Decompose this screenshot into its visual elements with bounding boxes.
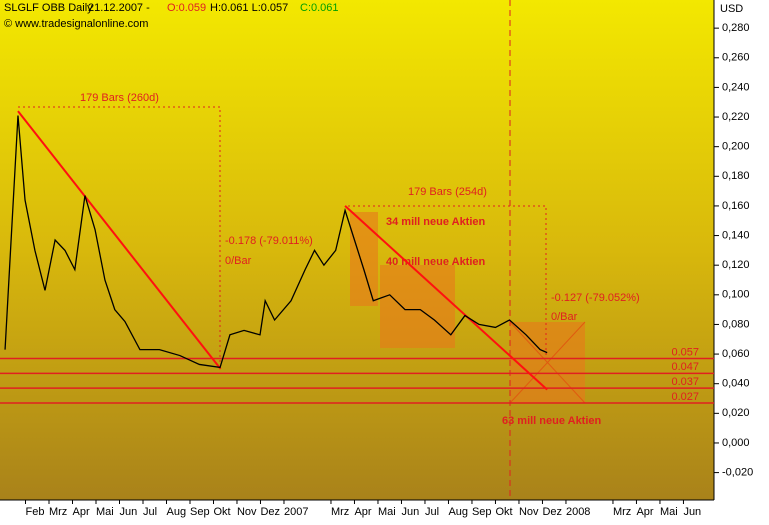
y-tick-label: 0,260 (722, 52, 750, 64)
trend-line (344, 205, 548, 391)
shaded-box (380, 265, 455, 348)
annotation: -0.127 (-79.052%) (551, 292, 640, 304)
header-symbol: SLGLF OBB Daily (4, 2, 93, 14)
level-label: 0.027 (671, 391, 699, 403)
y-tick-label: -0,020 (722, 466, 753, 478)
y-tick-label: 0,080 (722, 318, 750, 330)
header-close: C:0.061 (300, 2, 339, 14)
x-tick-label: Jul (143, 506, 157, 518)
annotation: 179 Bars (254d) (408, 186, 487, 198)
level-label: 0.057 (671, 346, 699, 358)
level-label: 0.037 (671, 376, 699, 388)
y-tick-label: 0,040 (722, 378, 750, 390)
level-label: 0.047 (671, 361, 699, 373)
y-tick-label: 0,200 (722, 141, 750, 153)
x-tick-label: Mrz (49, 506, 67, 518)
y-tick-label: 0,140 (722, 229, 750, 241)
y-tick-label: 0,120 (722, 259, 750, 271)
x-tick-label: 2008 (566, 506, 590, 518)
y-tick-label: 0,100 (722, 289, 750, 301)
shaded-box (350, 212, 378, 306)
annotation: 34 mill neue Aktien (386, 216, 486, 228)
x-tick-label: Okt (213, 506, 230, 518)
x-tick-label: Jun (401, 506, 419, 518)
y-tick-label: 0,280 (722, 22, 750, 34)
x-tick-label: Mrz (331, 506, 349, 518)
x-tick-label: Nov (237, 506, 257, 518)
header-hl: H:0.061 L:0.057 (210, 2, 288, 14)
x-tick-label: Dez (260, 506, 280, 518)
annotation: 0/Bar (225, 255, 252, 267)
source: © www.tradesignalonline.com (4, 18, 148, 30)
measure-box (18, 106, 221, 365)
y-axis-label: USD (720, 3, 743, 15)
y-tick-label: 0,160 (722, 200, 750, 212)
x-tick-label: Jun (683, 506, 701, 518)
x-tick-label: Mai (660, 506, 678, 518)
x-tick-label: Nov (519, 506, 539, 518)
x-tick-label: Mrz (613, 506, 631, 518)
x-tick-label: Okt (495, 506, 512, 518)
measure-box (348, 205, 547, 356)
x-tick-label: Jul (425, 506, 439, 518)
y-tick-label: 0,020 (722, 407, 750, 419)
annotation: 0/Bar (551, 311, 578, 323)
x-tick-label: Feb (25, 506, 44, 518)
annotation: -0.178 (-79.011%) (225, 235, 313, 247)
x-tick-label: Sep (472, 506, 492, 518)
x-tick-label: Jun (119, 506, 137, 518)
price-line (4, 115, 548, 369)
x-tick-label: Aug (166, 506, 186, 518)
y-tick-label: 0,180 (722, 170, 750, 182)
x-tick-label: Apr (72, 506, 89, 518)
y-tick-label: 0,240 (722, 81, 750, 93)
header-date: 21.12.2007 - (88, 2, 150, 14)
x-tick-label: Sep (190, 506, 210, 518)
header-open: O:0.059 (167, 2, 206, 14)
x-tick-label: 2007 (284, 506, 308, 518)
x-tick-label: Mai (96, 506, 114, 518)
trend-line (17, 110, 222, 370)
x-tick-label: Mai (378, 506, 396, 518)
x-tick-label: Dez (542, 506, 562, 518)
x-tick-label: Apr (354, 506, 371, 518)
x-tick-label: Aug (448, 506, 468, 518)
annotation: 63 mill neue Aktien (502, 415, 602, 427)
x-tick-label: Apr (636, 506, 653, 518)
box-diagonal (509, 321, 586, 404)
annotation: 179 Bars (260d) (80, 92, 159, 104)
y-tick-label: 0,000 (722, 437, 750, 449)
y-tick-label: 0,220 (722, 111, 750, 123)
y-tick-label: 0,060 (722, 348, 750, 360)
